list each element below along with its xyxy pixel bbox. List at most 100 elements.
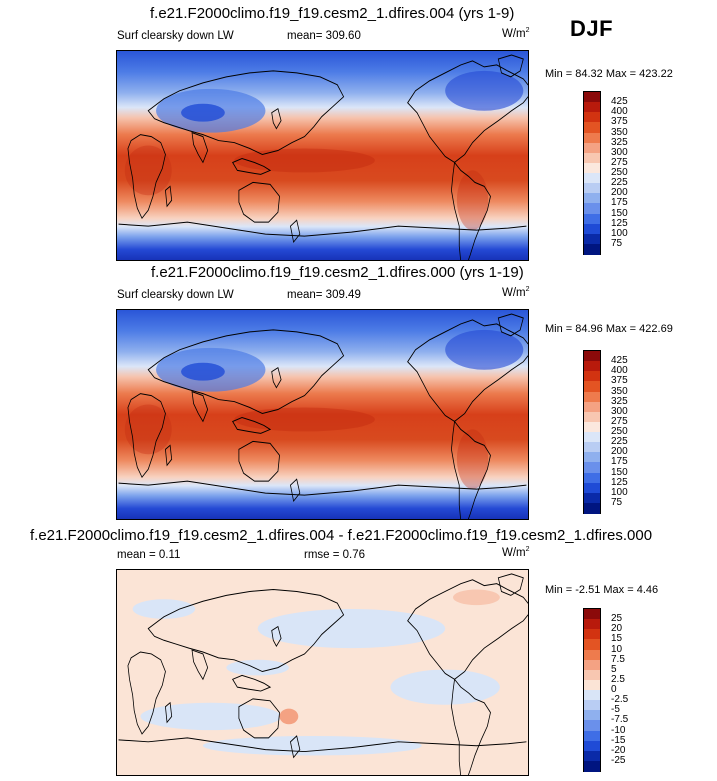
panel3-colorbar xyxy=(583,608,601,772)
colorbar-swatch xyxy=(584,710,600,721)
panel2-map xyxy=(116,309,529,520)
colorbar-swatch xyxy=(584,452,600,463)
panel1-units: W/m2 xyxy=(502,27,530,40)
panel3-mean: mean = 0.11 xyxy=(117,549,181,561)
colorbar-swatch xyxy=(584,720,600,731)
colorbar-swatch xyxy=(584,690,600,701)
colorbar-tick-label: 2.5 xyxy=(611,673,625,685)
colorbar-swatch xyxy=(584,223,600,235)
panel2-units: W/m2 xyxy=(502,286,530,299)
colorbar-tick-label: 275 xyxy=(611,156,628,168)
colorbar-swatch xyxy=(584,142,600,154)
colorbar-tick-label: 25 xyxy=(611,613,623,625)
colorbar-tick-label: 100 xyxy=(611,227,628,239)
colorbar-tick-label: 375 xyxy=(611,116,628,128)
panel3-map xyxy=(116,569,529,776)
colorbar-swatch xyxy=(584,442,600,453)
colorbar-tick-label: 75 xyxy=(611,496,623,508)
colorbar-swatch xyxy=(584,669,600,681)
colorbar-tick-label: 100 xyxy=(611,486,628,498)
panel2-title: f.e21.F2000climo.f19_f19.cesm2_1.dfires.… xyxy=(151,264,524,281)
colorbar-tick-label: 400 xyxy=(611,106,628,118)
colorbar-swatch xyxy=(584,351,600,362)
colorbar-swatch xyxy=(584,193,600,204)
colorbar-swatch xyxy=(584,401,600,413)
colorbar-tick-label: 350 xyxy=(611,385,628,397)
colorbar-swatch xyxy=(584,411,600,423)
colorbar-swatch xyxy=(584,462,600,473)
colorbar-tick-label: 15 xyxy=(611,633,623,645)
colorbar-swatch xyxy=(584,233,600,245)
season-label: DJF xyxy=(570,16,614,41)
colorbar-tick-label: 375 xyxy=(611,375,628,387)
panel1-field xyxy=(117,51,528,260)
colorbar-swatch xyxy=(584,203,600,214)
colorbar-swatch xyxy=(584,639,600,650)
panel1-variable: Surf clearsky down LW xyxy=(117,30,234,42)
colorbar-tick-label: -7.5 xyxy=(611,714,629,726)
panel2-colorbar xyxy=(583,350,601,514)
colorbar-swatch xyxy=(584,173,600,184)
panel1-map xyxy=(116,50,529,261)
panel3-rmse: rmse = 0.76 xyxy=(304,549,366,561)
colorbar-swatch xyxy=(584,243,600,255)
colorbar-swatch xyxy=(584,213,600,225)
colorbar-swatch xyxy=(584,122,600,133)
panel1-colorbar xyxy=(583,91,601,255)
colorbar-tick-label: 7.5 xyxy=(611,653,625,665)
colorbar-swatch xyxy=(584,679,600,691)
colorbar-tick-label: 20 xyxy=(611,623,623,635)
colorbar-tick-label: 350 xyxy=(611,126,628,138)
colorbar-swatch xyxy=(584,649,600,661)
colorbar-tick-label: 425 xyxy=(611,96,628,108)
colorbar-tick-label: 5 xyxy=(611,663,617,675)
colorbar-tick-label: -25 xyxy=(611,754,626,766)
colorbar-swatch xyxy=(584,609,600,620)
colorbar-swatch xyxy=(584,361,600,372)
panel3-units: W/m2 xyxy=(502,546,530,559)
panel1-mean: mean= 309.60 xyxy=(287,30,361,42)
colorbar-swatch xyxy=(584,112,600,123)
colorbar-swatch xyxy=(584,502,600,514)
colorbar-swatch xyxy=(584,381,600,392)
colorbar-swatch xyxy=(584,760,600,772)
panel3-minmax: Min = -2.51 Max = 4.46 xyxy=(545,584,659,596)
colorbar-tick-label: 325 xyxy=(611,395,628,407)
colorbar-tick-label: -15 xyxy=(611,734,626,746)
colorbar-tick-label: 250 xyxy=(611,426,628,437)
colorbar-swatch xyxy=(584,421,600,433)
colorbar-swatch xyxy=(584,629,600,640)
colorbar-tick-label: 150 xyxy=(611,207,628,219)
panel2-variable: Surf clearsky down LW xyxy=(117,289,234,301)
colorbar-swatch xyxy=(584,750,600,762)
colorbar-swatch xyxy=(584,472,600,484)
colorbar-swatch xyxy=(584,700,600,711)
colorbar-swatch xyxy=(584,432,600,443)
colorbar-swatch xyxy=(584,102,600,113)
colorbar-tick-label: 225 xyxy=(611,177,628,189)
colorbar-swatch xyxy=(584,92,600,103)
colorbar-tick-label: 125 xyxy=(611,217,628,229)
colorbar-tick-label: -2.5 xyxy=(611,694,629,706)
colorbar-swatch xyxy=(584,659,600,671)
colorbar-tick-label: 250 xyxy=(611,167,628,178)
colorbar-swatch xyxy=(584,492,600,504)
colorbar-tick-label: 325 xyxy=(611,136,628,148)
colorbar-tick-label: 425 xyxy=(611,355,628,367)
colorbar-swatch xyxy=(584,152,600,164)
colorbar-swatch xyxy=(584,740,600,752)
colorbar-tick-label: 175 xyxy=(611,456,628,468)
colorbar-swatch xyxy=(584,132,600,144)
colorbar-tick-label: 300 xyxy=(611,146,628,158)
panel2-minmax: Min = 84.96 Max = 422.69 xyxy=(545,323,673,335)
colorbar-tick-label: 200 xyxy=(611,446,628,458)
colorbar-swatch xyxy=(584,482,600,494)
colorbar-tick-label: 75 xyxy=(611,237,623,249)
colorbar-tick-label: 400 xyxy=(611,365,628,377)
colorbar-swatch xyxy=(584,183,600,194)
colorbar-tick-label: 200 xyxy=(611,187,628,199)
panel3-field xyxy=(117,570,528,775)
colorbar-tick-label: -5 xyxy=(611,704,620,716)
colorbar-tick-label: 150 xyxy=(611,466,628,478)
panel2-field xyxy=(117,310,528,519)
